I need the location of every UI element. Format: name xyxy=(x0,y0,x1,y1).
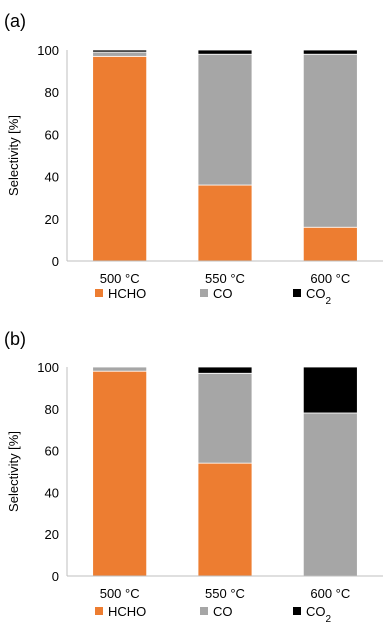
bar-segment-co2 xyxy=(302,49,358,55)
y-tick-label: 60 xyxy=(45,127,59,142)
legend-swatch-co2 xyxy=(293,289,301,297)
x-tick-label: 550 °C xyxy=(205,271,245,286)
bar-segment-co2 xyxy=(197,49,253,55)
bar-segment-co xyxy=(197,372,253,464)
y-tick-label: 100 xyxy=(37,360,59,375)
legend-label-hcho: HCHO xyxy=(108,286,146,301)
bar-segment-hcho xyxy=(92,370,148,577)
legend-label-hcho: HCHO xyxy=(108,604,146,619)
y-tick-label: 80 xyxy=(45,85,59,100)
bar-segment-co2 xyxy=(197,366,253,374)
y-tick-label: 60 xyxy=(45,444,59,459)
y-axis-label: Selectivity [%] xyxy=(6,431,21,512)
y-tick-label: 100 xyxy=(37,43,59,58)
legend-swatch-hcho xyxy=(95,289,103,297)
chart-a-svg: (a) Selectivity [%] 0 20 40 60 80 100 500 °C 550 … xyxy=(4,11,383,307)
panel-label: (a) xyxy=(4,11,26,31)
bar-segment-co xyxy=(197,53,253,186)
legend-swatch-hcho xyxy=(95,607,103,615)
chart-panel-b: (b) Selectivity [%] 0 20 40 60 80 100 500 °C 550 … xyxy=(0,316,390,631)
legend-label-co: CO xyxy=(213,286,233,301)
bar-segment-co xyxy=(92,51,148,57)
legend-label-co2: CO2 xyxy=(306,604,332,625)
legend-swatch-co xyxy=(200,607,208,615)
bar-segment-co xyxy=(302,53,358,228)
panel-label: (b) xyxy=(4,329,26,349)
bar-segment-hcho xyxy=(197,462,253,577)
legend-label-co2: CO2 xyxy=(306,286,332,307)
x-tick-label: 500 °C xyxy=(100,271,140,286)
chart-b-svg: (b) Selectivity [%] 0 20 40 60 80 100 500 °C 550 … xyxy=(4,329,383,625)
bar-segment-hcho xyxy=(302,226,358,262)
legend-label-co: CO xyxy=(213,604,233,619)
x-tick-label: 600 °C xyxy=(310,586,350,601)
x-tick-label: 600 °C xyxy=(310,271,350,286)
bar-segment-hcho xyxy=(92,55,148,262)
x-tick-label: 500 °C xyxy=(100,586,140,601)
y-axis-label: Selectivity [%] xyxy=(6,115,21,196)
y-tick-label: 0 xyxy=(52,569,59,584)
bar-segment-co2 xyxy=(302,366,358,414)
y-tick-label: 0 xyxy=(52,254,59,269)
y-tick-label: 40 xyxy=(45,170,59,185)
bar-segment-co xyxy=(302,412,358,577)
y-tick-label: 40 xyxy=(45,485,59,500)
y-tick-label: 80 xyxy=(45,402,59,417)
bar-segment-co xyxy=(92,366,148,372)
bar-segment-hcho xyxy=(197,184,253,262)
legend-swatch-co2 xyxy=(293,607,301,615)
bar-segment-co2 xyxy=(92,49,148,53)
legend-swatch-co xyxy=(200,289,208,297)
y-tick-label: 20 xyxy=(45,212,59,227)
x-tick-label: 550 °C xyxy=(205,586,245,601)
chart-panel-a: (a) Selectivity [%] 0 20 40 60 80 100 500 °C 550 … xyxy=(0,0,390,315)
y-tick-label: 20 xyxy=(45,527,59,542)
